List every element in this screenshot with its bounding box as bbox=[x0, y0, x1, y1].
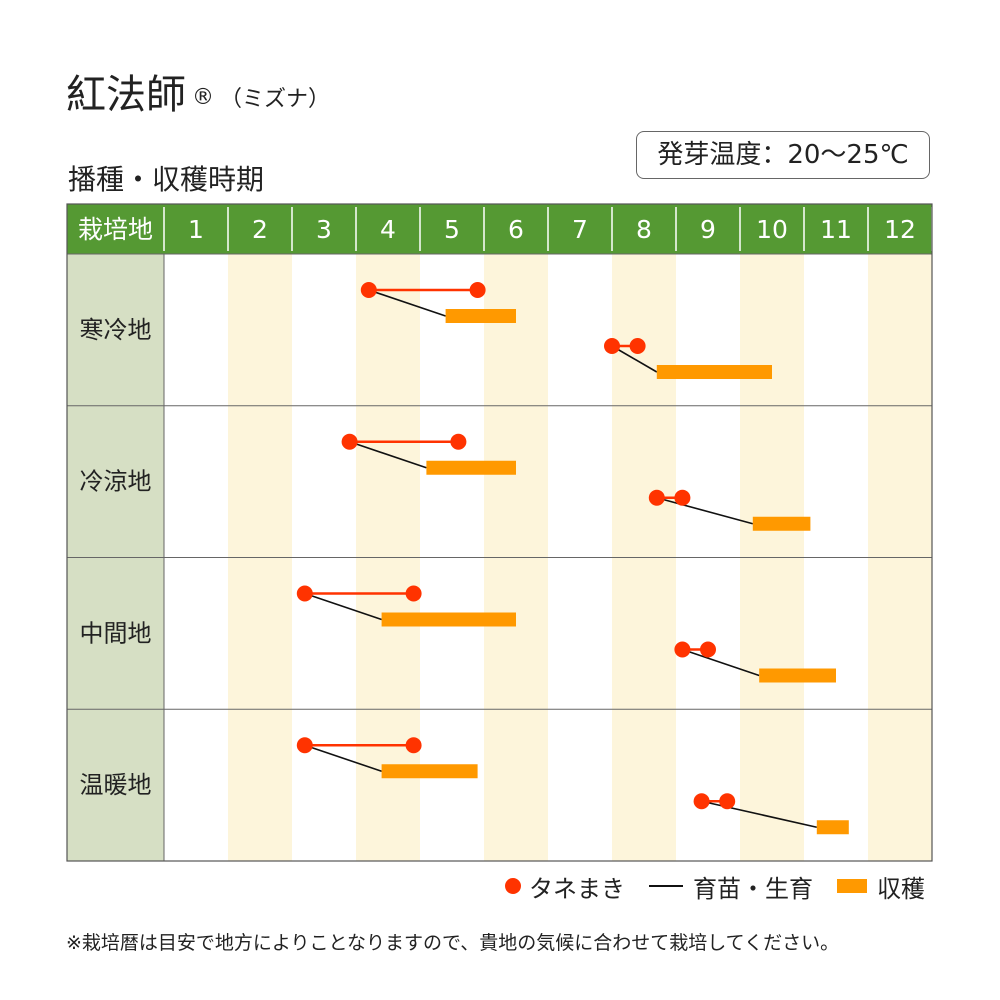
chart-frame bbox=[66, 203, 933, 862]
sow-dot bbox=[719, 793, 736, 810]
harvest-bar bbox=[759, 668, 836, 683]
sow-dot bbox=[296, 585, 313, 602]
growth-line bbox=[368, 289, 446, 317]
section-title: 播種・収穫時期 bbox=[68, 163, 265, 196]
sow-dot bbox=[296, 737, 313, 754]
region-label: 中間地 bbox=[80, 619, 152, 647]
sow-dot bbox=[674, 641, 691, 658]
header-label: 栽培地 bbox=[78, 215, 153, 244]
sow-dot bbox=[405, 737, 422, 754]
harvest-bar bbox=[381, 764, 478, 779]
harvest-bar-icon bbox=[837, 879, 867, 893]
legend: タネまき 育苗・生育 収穫 bbox=[505, 869, 925, 904]
growth-line bbox=[304, 744, 382, 773]
month-label-11: 11 bbox=[820, 215, 852, 244]
region-label: 寒冷地 bbox=[80, 316, 152, 344]
harvest-bar bbox=[381, 612, 516, 627]
legend-item-harvest: 収穫 bbox=[837, 869, 925, 904]
month-label-4: 4 bbox=[380, 215, 396, 244]
month-label-2: 2 bbox=[252, 215, 268, 244]
growth-line bbox=[611, 345, 658, 373]
legend-label-sow: タネまき bbox=[529, 874, 625, 903]
month-label-3: 3 bbox=[316, 215, 332, 244]
growth-line bbox=[682, 648, 760, 677]
month-label-6: 6 bbox=[508, 215, 524, 244]
sow-dot bbox=[405, 585, 422, 602]
legend-label-growth: 育苗・生育 bbox=[693, 874, 813, 903]
sow-dot bbox=[648, 489, 665, 506]
region-label: 温暖地 bbox=[80, 771, 152, 799]
month-label-9: 9 bbox=[700, 215, 716, 244]
region-label: 冷涼地 bbox=[80, 468, 152, 496]
variety-name: （ミズナ） bbox=[220, 87, 331, 112]
harvest-bar bbox=[426, 460, 516, 475]
sow-dot bbox=[674, 489, 691, 506]
sow-dot bbox=[360, 282, 377, 298]
page-title: 紅法師 ® （ミズナ） bbox=[66, 62, 330, 120]
germination-temp-badge: 発芽温度：20〜25℃ bbox=[636, 131, 930, 179]
sow-dot bbox=[629, 338, 646, 354]
sow-dot bbox=[341, 433, 358, 450]
sow-dot-icon bbox=[505, 878, 521, 894]
growth-line-icon bbox=[649, 885, 683, 887]
legend-item-sow: タネまき bbox=[505, 869, 625, 904]
sow-dot bbox=[700, 641, 716, 658]
legend-label-harvest: 収穫 bbox=[877, 874, 925, 903]
month-label-12: 12 bbox=[884, 215, 916, 244]
month-label-7: 7 bbox=[572, 215, 588, 244]
harvest-bar bbox=[445, 309, 516, 323]
header-bar bbox=[67, 204, 932, 254]
registered-mark: ® bbox=[192, 84, 214, 110]
sow-dot bbox=[604, 338, 620, 354]
month-label-8: 8 bbox=[636, 215, 652, 244]
harvest-bar bbox=[656, 365, 772, 379]
legend-item-growth: 育苗・生育 bbox=[649, 869, 813, 904]
month-label-10: 10 bbox=[756, 215, 788, 244]
title-text: 紅法師 bbox=[66, 72, 186, 118]
growth-line bbox=[349, 440, 427, 469]
sow-dot bbox=[469, 282, 486, 298]
month-label-1: 1 bbox=[188, 215, 204, 244]
sow-dot bbox=[693, 793, 710, 810]
harvest-bar bbox=[752, 516, 811, 531]
harvest-bar bbox=[816, 820, 849, 835]
growth-line bbox=[656, 496, 754, 525]
growth-line bbox=[304, 592, 382, 621]
footnote: ※栽培暦は目安で地方によりことなりますので、貴地の気候に合わせて栽培してください… bbox=[66, 932, 840, 954]
sow-dot bbox=[450, 433, 467, 450]
month-label-5: 5 bbox=[444, 215, 460, 244]
